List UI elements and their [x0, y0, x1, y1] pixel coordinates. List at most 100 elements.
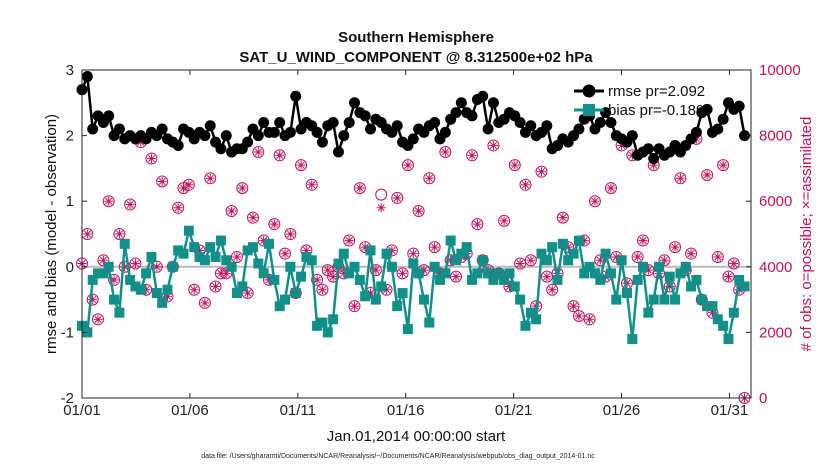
bias-point	[712, 314, 723, 325]
legend: rmse pr=2.092 bias pr=-0.189	[574, 83, 705, 119]
obs-possible-point	[685, 247, 698, 260]
obs-possible-point	[487, 139, 500, 152]
bias-point	[563, 255, 574, 266]
obs-assimilated-point	[467, 150, 477, 160]
bias-point	[162, 284, 173, 295]
bias-point	[718, 320, 729, 331]
obs-assimilated-point	[723, 272, 733, 282]
bias-point	[157, 297, 168, 308]
obs-assimilated-point	[670, 242, 680, 252]
obs-possible-point	[637, 234, 650, 247]
y-tick-label: 3	[66, 62, 74, 79]
bias-point	[472, 268, 483, 279]
rmse-point	[311, 126, 323, 138]
bias-point	[541, 255, 552, 266]
bias-point	[87, 274, 98, 285]
obs-assimilated-point	[585, 314, 595, 324]
obs-possible-point	[401, 159, 414, 172]
rmse-point	[242, 136, 254, 148]
obs-assimilated-point	[702, 170, 712, 180]
obs-possible-point	[572, 310, 585, 322]
obs-assimilated-point	[558, 213, 568, 223]
bias-point	[691, 274, 702, 285]
obs-possible-point	[118, 260, 131, 273]
obs-possible-point	[701, 168, 714, 181]
obs-assimilated-point	[675, 173, 685, 183]
obs-possible-point	[476, 254, 489, 267]
y-axis-right: 0 2000 4000 6000 8000 10000	[746, 62, 801, 407]
obs-assimilated-point	[280, 249, 290, 259]
bias-point	[734, 274, 745, 285]
bias-point	[370, 294, 381, 305]
obs-assimilated-point	[243, 288, 253, 298]
y-tick-label: 0	[66, 259, 74, 276]
obs-assimilated-point	[184, 180, 194, 190]
bias-point	[627, 333, 638, 344]
obs-assimilated-point	[227, 206, 237, 216]
obs-possible-point	[246, 211, 259, 224]
x-axis-label: Jan.01,2014 00:00:00 start	[327, 428, 506, 445]
legend-bias-marker	[583, 104, 595, 116]
bias-point	[520, 320, 531, 331]
bias-point	[98, 268, 109, 279]
obs-assimilated-point	[424, 173, 434, 183]
legend-rmse-label: rmse pr=2.092	[608, 83, 705, 100]
rmse-point	[284, 126, 296, 138]
obs-possible-point	[535, 165, 548, 178]
obs-possible-point	[524, 254, 537, 267]
obs-assimilated-point	[205, 173, 215, 183]
rmse-point	[103, 110, 115, 122]
obs-assimilated-point	[349, 301, 359, 311]
bias-point	[664, 271, 675, 282]
obs-assimilated-point	[211, 281, 221, 291]
rmse-point	[172, 139, 184, 151]
y2-tick-label: 2000	[759, 324, 792, 341]
data-file-footer: data file: /Users/gharamti/Documents/NCA…	[201, 453, 595, 460]
obs-assimilated-point	[499, 216, 509, 226]
obs-assimilated-point	[344, 236, 354, 246]
bias-point	[595, 274, 606, 285]
rmse-point	[156, 123, 168, 135]
bias-point	[605, 268, 616, 279]
rmse-point	[482, 123, 494, 135]
bias-point	[247, 242, 258, 253]
obs-possible-point	[674, 172, 687, 185]
rmse-point	[739, 130, 751, 142]
rmse-point	[429, 116, 441, 128]
rmse-point	[359, 110, 371, 122]
bias-point	[579, 268, 590, 279]
bias-point	[381, 248, 392, 259]
x-tick-label: 01/06	[171, 402, 209, 419]
obs-assimilated-point	[488, 140, 498, 150]
obs-assimilated-point	[248, 213, 258, 223]
obs-assimilated-point	[104, 196, 114, 206]
y2-tick-label: 10000	[759, 62, 801, 79]
obs-possible-point	[156, 175, 169, 188]
bias-point	[483, 268, 494, 279]
obs-assimilated-point	[253, 147, 263, 157]
rmse-point	[87, 123, 99, 135]
bias-point	[429, 261, 440, 272]
bias-point	[686, 281, 697, 292]
bias-point	[702, 301, 713, 312]
obs-assimilated-point	[317, 285, 327, 295]
obs-assimilated-point	[221, 268, 231, 278]
bias-point	[183, 225, 194, 236]
rmse-point	[407, 133, 419, 145]
rmse-point	[450, 107, 462, 119]
obs-possible-point	[311, 273, 324, 286]
obs-assimilated-point	[408, 249, 418, 259]
bias-point	[589, 268, 600, 279]
bias-point	[93, 268, 104, 279]
y2-tick-label: 6000	[759, 193, 792, 210]
obs-assimilated-point	[130, 259, 140, 269]
bias-point	[205, 242, 216, 253]
chart-subtitle: SAT_U_WIND_COMPONENT @ 8.312500e+02 hPa	[239, 49, 593, 66]
bias-point	[584, 261, 595, 272]
obs-possible-point	[588, 195, 601, 208]
bias-point	[344, 268, 355, 279]
bias-point	[616, 255, 627, 266]
bias-point	[434, 274, 445, 285]
obs-possible-point	[567, 300, 580, 313]
bias-point	[451, 255, 462, 266]
